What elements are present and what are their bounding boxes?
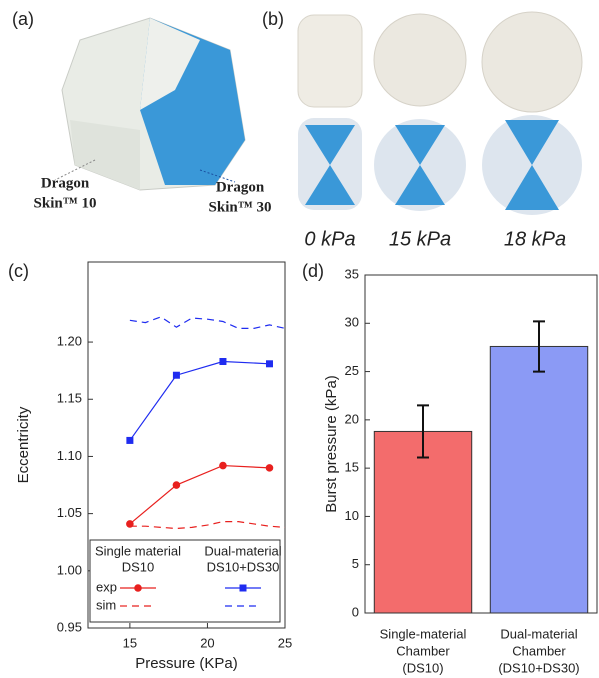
y-tick-label: 10 [345,508,359,523]
y-tick-label: 1.00 [57,562,82,577]
sim-line [130,522,285,529]
legend-header: Dual-material [204,543,281,558]
x-tick-label: (DS10) [402,660,443,675]
marker [266,360,273,367]
x-tick-label: 15 [123,635,137,650]
legend-row-label: sim [96,597,116,612]
y-axis-label: Eccentricity [15,406,32,483]
y-tick-label: 35 [345,266,359,281]
photo-b [298,12,582,215]
marker [219,462,227,470]
y-tick-label: 1.20 [57,334,82,349]
x-tick-label: Dual-material [500,626,577,641]
figure: (a) (b) (c) (d) Dragon Skin™ 10 Dragon S… [0,0,599,678]
y-tick-label: 1.15 [57,391,82,406]
exp-line [130,362,270,441]
marker [173,372,180,379]
bar [490,346,587,613]
bar [374,431,471,613]
legend-header: DS10+DS30 [207,559,280,574]
pressure-label: 15 kPa [389,228,451,250]
marker [126,437,133,444]
panel-label: (b) [262,9,284,29]
pressure-label: 0 kPa [304,228,355,250]
photo-a [55,18,245,190]
panel-label: (a) [12,9,34,29]
marker [173,481,181,489]
x-axis-label: Pressure (KPa) [135,655,238,672]
x-tick-label: 25 [278,635,292,650]
y-tick-label: 0 [352,604,359,619]
y-axis-label: Burst pressure (kPa) [323,375,340,513]
y-tick-label: 25 [345,363,359,378]
legend-header: DS10 [122,559,155,574]
photo-label: Dragon [41,175,90,191]
pressure-label: 18 kPa [504,228,566,250]
panel-label: (c) [8,261,29,281]
marker [134,584,142,592]
photo-label: Skin™ 30 [209,199,272,215]
x-tick-label: Single-material [380,626,467,641]
marker [240,585,247,592]
y-tick-label: 0.95 [57,619,82,634]
y-tick-label: 30 [345,315,359,330]
x-tick-label: Chamber [396,643,450,658]
y-tick-label: 1.10 [57,448,82,463]
legend-header: Single material [95,543,181,558]
sim-line [130,317,285,328]
marker [266,464,274,472]
x-tick-label: (DS10+DS30) [498,660,579,675]
y-tick-label: 1.05 [57,505,82,520]
y-tick-label: 20 [345,411,359,426]
y-tick-label: 15 [345,460,359,475]
photo-label: Dragon [216,179,265,195]
page: (a) (b) (c) (d) Dragon Skin™ 10 Dragon S… [0,0,599,678]
x-tick-label: Chamber [512,643,566,658]
photo-label: Skin™ 10 [34,195,97,211]
x-tick-label: 20 [200,635,214,650]
marker [219,358,226,365]
panel-label: (d) [302,261,324,281]
y-tick-label: 5 [352,556,359,571]
exp-line [130,466,270,524]
legend-row-label: exp [96,579,117,594]
